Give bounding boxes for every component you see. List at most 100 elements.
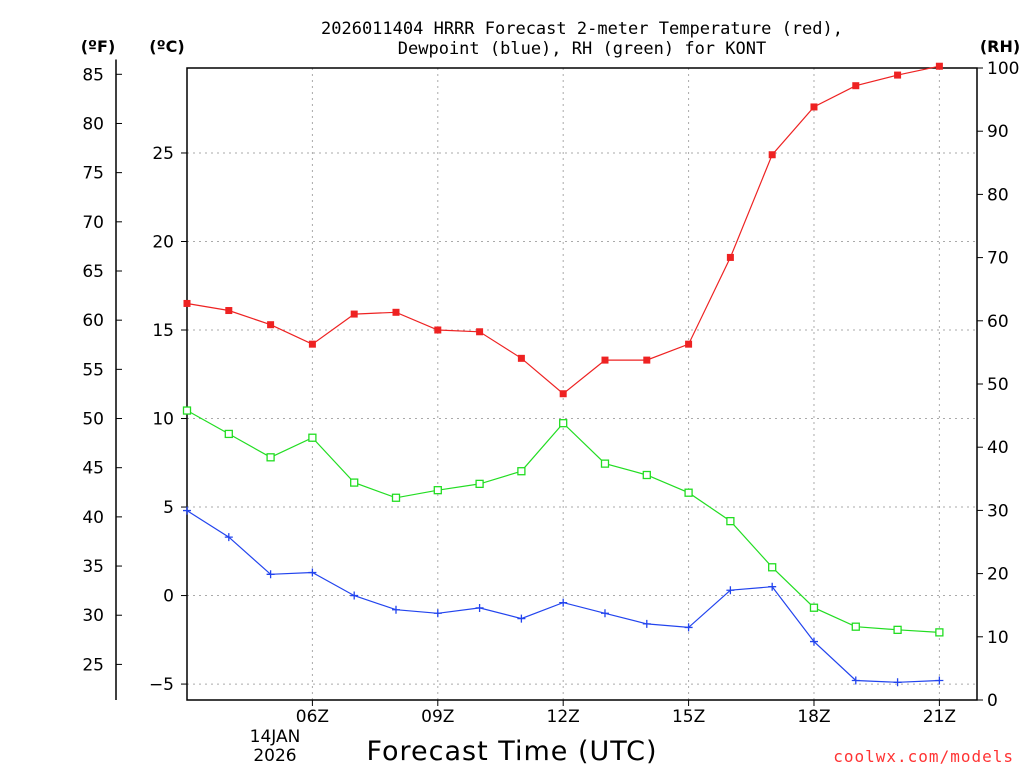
rh-tick-label: 50	[987, 375, 1009, 395]
fahrenheit-unit-label: (ºF)	[81, 37, 116, 56]
fahrenheit-tick-label: 60	[82, 311, 104, 331]
dewpoint-point	[935, 676, 944, 685]
rh-point	[642, 470, 651, 480]
fahrenheit-tick-label: 50	[82, 410, 104, 430]
temperature-point	[434, 326, 442, 334]
fahrenheit-tick-label: 80	[82, 114, 104, 134]
celsius-tick-label: −5	[149, 675, 174, 695]
rh-point	[517, 467, 526, 476]
temperature-point	[267, 321, 275, 329]
rh-point	[851, 622, 860, 631]
rh-point	[559, 419, 568, 428]
temperature-point	[852, 82, 860, 90]
temperature-point	[559, 390, 567, 398]
rh-point	[266, 453, 275, 462]
fahrenheit-tick-label: 40	[82, 508, 104, 528]
rh-tick-label: 100	[987, 59, 1019, 79]
celsius-tick-label: 0	[163, 587, 174, 607]
x-tick-label: 18Z	[797, 707, 830, 727]
celsius-tick-label: 10	[152, 410, 174, 430]
temperature-point	[726, 253, 734, 261]
dewpoint-point	[433, 609, 442, 618]
rh-point	[433, 486, 442, 495]
chart-title-line1: 2026011404 HRRR Forecast 2-meter Tempera…	[321, 19, 843, 39]
rh-point	[768, 563, 777, 572]
rh-tick-label: 20	[987, 565, 1009, 585]
fahrenheit-tick-label: 55	[82, 360, 104, 380]
data-series	[182, 62, 944, 687]
fahrenheit-tick-label: 75	[82, 164, 104, 184]
dewpoint-point	[224, 533, 233, 542]
temperature-point	[685, 340, 693, 348]
temperature-point	[517, 354, 525, 362]
x-tick-label: 21Z	[923, 707, 956, 727]
temperature-point	[225, 307, 233, 315]
rh-point	[893, 625, 902, 634]
fahrenheit-tick-label: 70	[82, 213, 104, 233]
celsius-tick-label: 5	[163, 498, 174, 518]
temperature-point	[308, 340, 316, 348]
rh-tick-label: 80	[987, 185, 1009, 205]
dewpoint-point	[726, 586, 735, 595]
temperature-point	[350, 310, 358, 318]
dewpoint-point	[768, 582, 777, 591]
dewpoint-point	[559, 598, 568, 607]
rh-tick-label: 30	[987, 501, 1009, 521]
rh-tick-label: 90	[987, 122, 1009, 142]
dewpoint-point	[809, 637, 818, 646]
rh-point	[684, 488, 693, 497]
temperature-point	[601, 356, 609, 364]
dewpoint-point	[851, 676, 860, 685]
rh-tick-label: 10	[987, 628, 1009, 648]
x-tick-label: 09Z	[421, 707, 454, 727]
tick-labels: 06Z 09Z 12Z 15Z 18Z 21Z −5 0 5 10 15 20 25 25 30 35 40 45…	[82, 59, 1019, 727]
dewpoint-point	[642, 619, 651, 628]
dewpoint-point	[350, 591, 359, 600]
fahrenheit-tick-label: 30	[82, 606, 104, 626]
celsius-tick-label: 20	[152, 232, 174, 252]
temperature-point	[392, 308, 400, 316]
rh-tick-label: 0	[987, 691, 998, 711]
rh-point	[475, 479, 484, 489]
grid-lines	[187, 68, 977, 700]
rh-tick-label: 40	[987, 438, 1009, 458]
chart-title-line2: Dewpoint (blue), RH (green) for KONT	[398, 39, 766, 59]
rh-tick-label: 70	[987, 249, 1009, 269]
fahrenheit-tick-label: 85	[82, 65, 104, 85]
temperature-point	[183, 299, 191, 307]
temperature-point	[643, 356, 651, 364]
rh-unit-label: (RH)	[980, 37, 1020, 56]
plot-frame	[186, 67, 978, 701]
rh-point	[600, 459, 610, 468]
rh-point	[391, 493, 401, 502]
rh-point	[726, 516, 735, 526]
x-tick-label: 12Z	[547, 707, 580, 727]
temperature-point	[810, 103, 818, 111]
temperature-point	[768, 151, 776, 159]
rh-point	[809, 603, 819, 612]
celsius-unit-label: (ºC)	[149, 37, 184, 56]
celsius-tick-label: 25	[152, 144, 174, 164]
date-label-line1: 14JAN	[250, 727, 301, 747]
rh-point	[182, 406, 192, 415]
dewpoint-point	[266, 570, 275, 579]
x-tick-label: 06Z	[296, 707, 329, 727]
rh-point	[308, 433, 317, 442]
dewpoint-point	[600, 609, 609, 618]
rh-point	[350, 478, 359, 487]
temperature-point	[894, 71, 902, 79]
rh-point	[935, 628, 944, 637]
chart-axes	[115, 59, 983, 706]
rh-tick-label: 60	[987, 312, 1009, 332]
fahrenheit-tick-label: 65	[82, 262, 104, 282]
dewpoint-point	[893, 678, 902, 687]
dewpoint-point	[308, 568, 317, 577]
celsius-tick-label: 15	[152, 321, 174, 341]
temperature-point	[476, 328, 484, 336]
x-tick-label: 15Z	[672, 707, 705, 727]
fahrenheit-tick-label: 25	[82, 655, 104, 675]
dewpoint-point	[183, 506, 191, 515]
fahrenheit-tick-label: 45	[82, 459, 104, 479]
credit-text: coolwx.com/models	[833, 747, 1014, 766]
